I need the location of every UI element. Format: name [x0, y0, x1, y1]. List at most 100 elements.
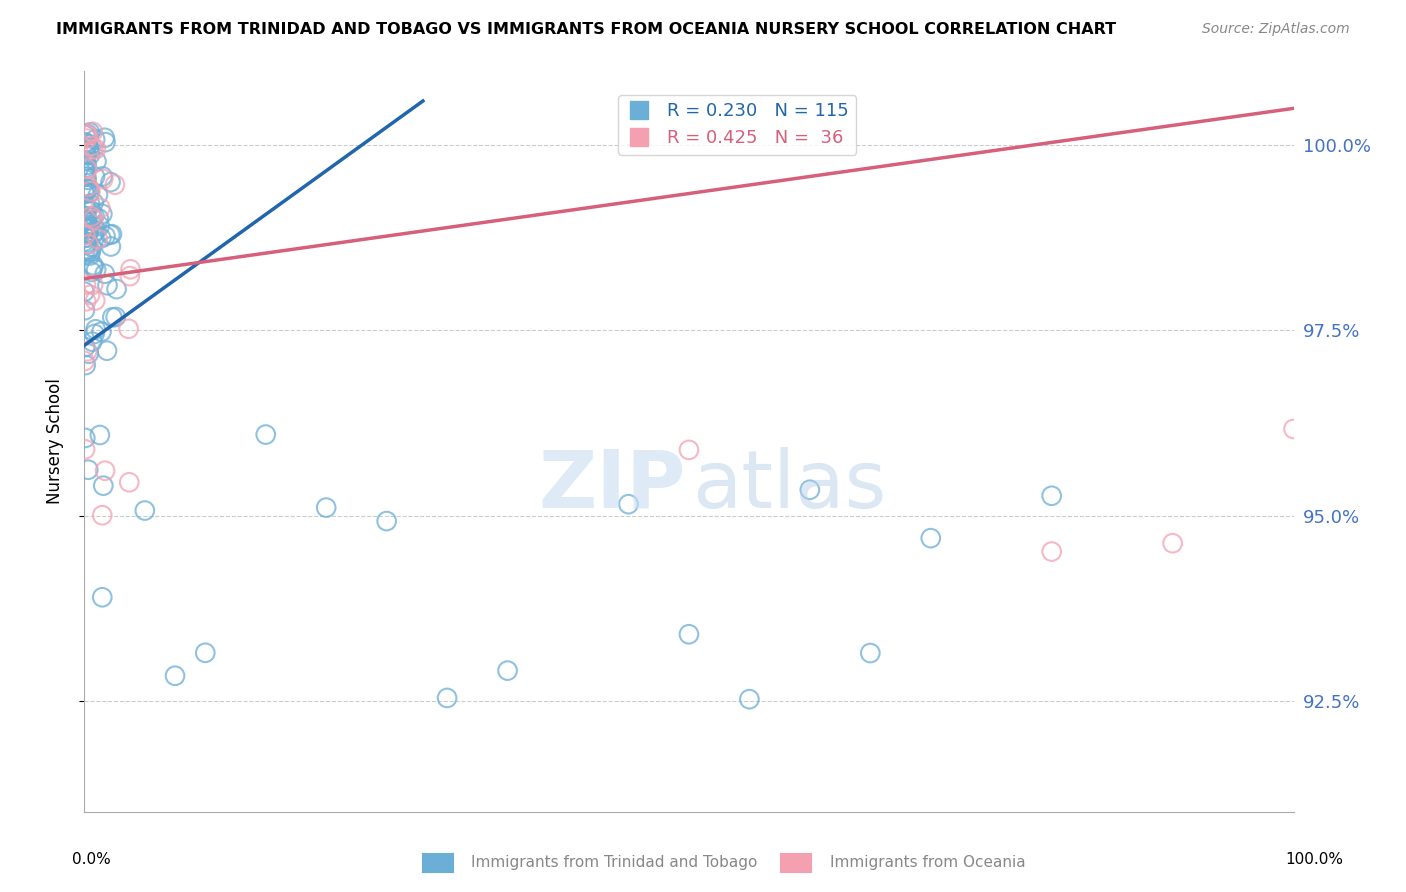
Point: [86, 154, 108, 169]
Point: [82, 210, 104, 224]
Point: [75, 147, 97, 161]
Point: [76, 182, 98, 196]
Point: [91, 169, 114, 184]
Point: [94, 135, 117, 149]
Point: [82, 334, 104, 349]
Point: [75, 181, 97, 195]
Point: [77, 463, 100, 477]
Point: [79, 125, 101, 139]
Point: [73, 213, 96, 227]
Point: [82, 125, 104, 139]
Point: [79, 197, 101, 211]
Point: [678, 442, 700, 457]
Point: [82, 219, 104, 234]
Point: [75, 128, 97, 143]
Point: [75, 218, 97, 232]
Point: [93, 130, 115, 145]
Point: [91, 508, 114, 523]
Point: [89, 201, 111, 215]
Point: [76, 137, 98, 152]
Point: [80, 203, 103, 218]
Point: [77, 218, 100, 232]
Point: [104, 178, 127, 192]
Point: [76, 245, 98, 260]
Point: [920, 531, 942, 545]
Point: [82, 277, 104, 292]
Point: [87, 211, 110, 226]
Point: [76, 127, 98, 141]
Point: [93, 267, 115, 281]
Point: [77, 226, 100, 240]
Point: [82, 260, 104, 275]
Point: [436, 690, 458, 705]
Point: [120, 262, 142, 277]
Point: [75, 442, 97, 457]
Point: [105, 282, 128, 296]
Point: [1040, 544, 1063, 558]
Point: [79, 148, 101, 162]
Point: [91, 172, 114, 186]
Text: IMMIGRANTS FROM TRINIDAD AND TOBAGO VS IMMIGRANTS FROM OCEANIA NURSERY SCHOOL CO: IMMIGRANTS FROM TRINIDAD AND TOBAGO VS I…: [56, 22, 1116, 37]
Point: [75, 135, 97, 149]
Point: [86, 224, 108, 238]
Point: [82, 212, 104, 227]
Point: [75, 146, 97, 161]
Point: [375, 514, 398, 528]
Legend: R = 0.230   N = 115, R = 0.425   N =  36: R = 0.230 N = 115, R = 0.425 N = 36: [619, 95, 856, 154]
Point: [118, 269, 141, 284]
Point: [1282, 422, 1305, 436]
Point: [75, 140, 97, 154]
Point: [1040, 489, 1063, 503]
Point: [101, 310, 124, 325]
Point: [91, 591, 114, 605]
Point: [91, 207, 114, 221]
Point: [134, 503, 156, 517]
Point: [73, 198, 96, 212]
Point: [194, 646, 217, 660]
Point: [84, 169, 107, 184]
Point: [75, 214, 97, 228]
Point: [76, 148, 98, 162]
Point: [73, 185, 96, 199]
Point: [73, 161, 96, 175]
Point: [77, 145, 100, 159]
Point: [79, 186, 101, 200]
Point: [678, 627, 700, 641]
Point: [80, 265, 103, 279]
Point: [75, 153, 97, 168]
Text: Immigrants from Trinidad and Tobago: Immigrants from Trinidad and Tobago: [471, 855, 758, 870]
Point: [254, 427, 277, 442]
Point: [76, 128, 98, 143]
Point: [80, 210, 103, 224]
Point: [90, 325, 112, 339]
Point: [73, 244, 96, 259]
Point: [76, 203, 98, 218]
Point: [76, 158, 98, 172]
Point: [75, 213, 97, 227]
Point: [80, 240, 103, 254]
Point: [84, 322, 107, 336]
Point: [75, 294, 97, 309]
Text: 0.0%: 0.0%: [72, 852, 111, 867]
Point: [73, 186, 96, 201]
Point: [75, 431, 97, 445]
Point: [76, 230, 98, 244]
Point: [76, 161, 98, 176]
Text: ZIP: ZIP: [538, 447, 685, 525]
Point: [100, 239, 122, 253]
Point: [75, 238, 97, 252]
Point: [83, 226, 105, 240]
Point: [94, 464, 117, 478]
Text: Immigrants from Oceania: Immigrants from Oceania: [830, 855, 1025, 870]
Point: [76, 172, 98, 186]
Point: [77, 179, 100, 194]
Point: [75, 209, 97, 223]
Text: atlas: atlas: [693, 447, 887, 525]
Point: [77, 347, 100, 361]
Point: [77, 237, 100, 252]
Point: [799, 483, 821, 497]
Point: [77, 220, 100, 235]
Y-axis label: Nursery School: Nursery School: [45, 378, 63, 505]
Point: [89, 428, 111, 442]
Point: [104, 310, 127, 324]
